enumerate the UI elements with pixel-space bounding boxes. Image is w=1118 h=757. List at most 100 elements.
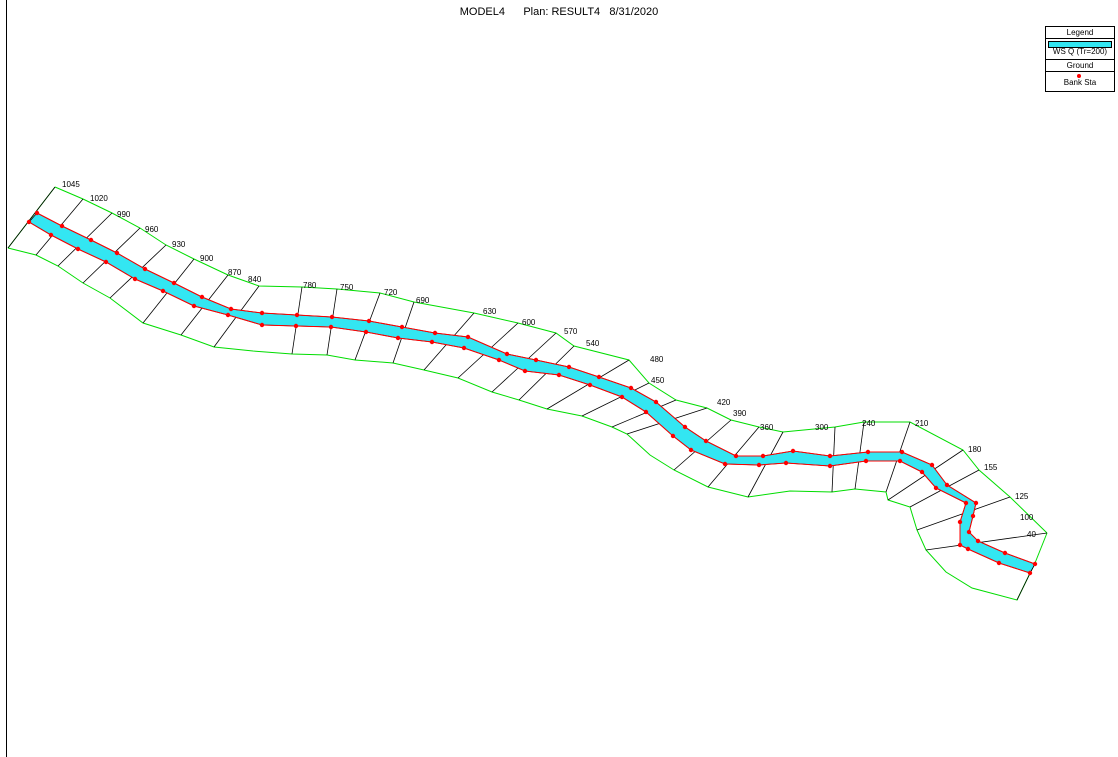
cross-section-label: 240	[862, 419, 876, 428]
cross-section-label: 780	[303, 281, 317, 290]
bank-sta-marker	[1077, 74, 1081, 78]
bank-sta-point	[142, 266, 148, 272]
bank-sta-point	[225, 312, 231, 318]
legend-bank-sta-label: Bank Sta	[1063, 78, 1097, 87]
ground-bottom-line	[7, 247, 1036, 601]
bank-sta-point	[827, 463, 833, 469]
cross-section-label: 540	[586, 339, 600, 348]
bank-sta-point	[329, 314, 335, 320]
water-surface-polygon	[28, 212, 1036, 574]
cross-section-line	[581, 382, 650, 417]
bank-sta-point	[790, 448, 796, 454]
bank-sta-point	[628, 385, 634, 391]
cross-section-label: 870	[228, 268, 242, 277]
cross-section-label: 480	[650, 355, 664, 364]
bank-sta-point	[171, 280, 177, 286]
bank-sta-point	[114, 250, 120, 256]
model-name: MODEL4	[459, 6, 505, 18]
cross-section-label: 600	[522, 318, 536, 327]
bank-sta-point	[399, 324, 405, 330]
bank-sta-point	[293, 323, 299, 329]
cross-section-label: 390	[733, 409, 747, 418]
cross-section-label: 570	[564, 327, 578, 336]
bank-sta-point	[957, 542, 963, 548]
bank-sta-point	[199, 294, 205, 300]
bank-sta-point	[703, 438, 709, 444]
bank-sta-point	[228, 306, 234, 312]
bank-sta-point	[975, 538, 981, 544]
legend-water-surface: WS Q (Tr=200)	[1046, 39, 1114, 60]
cross-section-label: 125	[1015, 492, 1029, 501]
cross-section-label: 100	[1020, 513, 1034, 522]
bank-sta-point	[587, 382, 593, 388]
cross-section-labels: 1045 1020 990 960 930 900 870 840 780 750 720 690 63…	[62, 180, 1036, 539]
bank-sta-point	[259, 322, 265, 328]
cross-section-label: 180	[968, 445, 982, 454]
bank-sta-point	[363, 329, 369, 335]
bank-sta-point	[395, 335, 401, 341]
bank-sta-point	[760, 453, 766, 459]
bank-sta-point	[103, 259, 109, 265]
bank-sta-point	[432, 330, 438, 336]
bank-sta-point	[897, 458, 903, 464]
bank-sta-point	[556, 372, 562, 378]
plot-date: 8/31/2020	[609, 6, 659, 18]
bank-sta-point	[1032, 561, 1038, 567]
legend-bank-sta: Bank Sta	[1046, 72, 1114, 90]
bank-sta-point	[944, 482, 950, 488]
bank-sta-point	[429, 339, 435, 345]
bank-sta-point	[963, 500, 969, 506]
cross-section-lines	[7, 186, 1048, 601]
bank-sta-point	[26, 219, 32, 225]
bank-sta-point	[863, 458, 869, 464]
legend: Legend WS Q (Tr=200) Ground Bank Sta	[1045, 26, 1115, 92]
bank-sta-point	[132, 276, 138, 282]
bank-sta-point	[160, 288, 166, 294]
bank-sta-point	[970, 513, 976, 519]
bank-sta-point	[929, 462, 935, 468]
bank-sta-point	[461, 345, 467, 351]
bank-sta-point	[957, 519, 963, 525]
cross-section-label: 930	[172, 240, 186, 249]
ground-downstream-edge	[1034, 532, 1048, 564]
bank-sta-point	[783, 460, 789, 466]
bank-sta-point	[688, 447, 694, 453]
bank-sta-point	[653, 399, 659, 405]
cross-section-label: 900	[200, 254, 214, 263]
bank-sta-point	[522, 368, 528, 374]
bank-lines	[26, 210, 1038, 576]
plan-name: Plan: RESULT4	[523, 6, 601, 18]
bank-sta-point	[1002, 550, 1008, 556]
bank-sta-point	[973, 500, 979, 506]
bank-sta-point	[756, 462, 762, 468]
left-bank-line	[36, 212, 1036, 565]
bank-sta-point	[965, 546, 971, 552]
cross-section-label: 420	[717, 398, 731, 407]
bank-sta-point	[966, 529, 972, 535]
bank-sta-point	[294, 312, 300, 318]
cross-section-label: 960	[145, 225, 159, 234]
bank-sta-point	[865, 449, 871, 455]
bank-sta-point	[328, 324, 334, 330]
bank-sta-point	[75, 246, 81, 252]
cross-section-label: 630	[483, 307, 497, 316]
water-surface-swatch	[1048, 41, 1112, 48]
bank-sta-point	[827, 453, 833, 459]
bank-sta-point	[733, 453, 739, 459]
bank-sta-point	[465, 334, 471, 340]
bank-sta-point	[496, 357, 502, 363]
legend-title: Legend	[1046, 27, 1114, 39]
bank-sta-point	[722, 461, 728, 467]
ground-outline	[7, 186, 1048, 601]
cross-section-label: 40	[1027, 530, 1036, 539]
ground-top-line	[54, 186, 1048, 534]
bank-sta-point	[48, 232, 54, 238]
cross-section-label: 210	[915, 419, 929, 428]
water-surface	[28, 212, 1036, 574]
bank-sta-point	[88, 237, 94, 243]
cross-section-line	[925, 532, 1048, 551]
bank-sta-point	[504, 351, 510, 357]
bank-sta-point	[596, 374, 602, 380]
plot-area	[6, 0, 1118, 757]
